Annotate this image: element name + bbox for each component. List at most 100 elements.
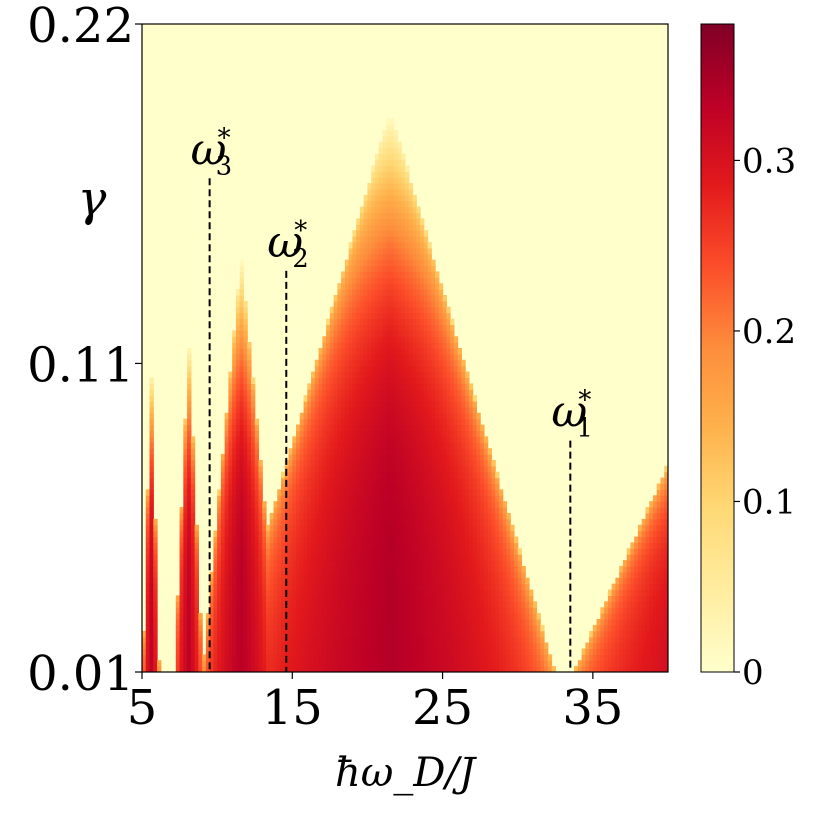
heatmap-cell	[367, 342, 372, 349]
heatmap-cell	[329, 389, 335, 396]
heatmap-cell	[352, 294, 357, 302]
heatmap-cell	[367, 589, 372, 597]
heatmap-cell	[142, 636, 147, 644]
heatmap-cell	[224, 548, 230, 555]
heatmap-cell	[187, 495, 192, 502]
heatmap-cell	[389, 436, 395, 443]
heatmap-cell	[149, 560, 154, 567]
heatmap-cell	[389, 241, 395, 249]
heatmap-cell	[363, 589, 369, 597]
heatmap-cell	[420, 442, 425, 449]
heatmap-cell	[273, 518, 278, 526]
heatmap-cell	[435, 324, 440, 331]
heatmap-cell	[220, 483, 226, 490]
heatmap-cell	[356, 306, 361, 314]
heatmap-cell	[397, 436, 402, 443]
heatmap-cell	[408, 312, 414, 320]
heatmap-cell	[326, 454, 331, 461]
heatmap-cell	[243, 442, 248, 449]
heatmap-cell	[378, 330, 384, 337]
heatmap-cell	[344, 442, 350, 449]
heatmap-cell	[435, 283, 440, 290]
heatmap-cell	[367, 277, 372, 284]
heatmap-cell	[145, 571, 151, 579]
heatmap-cell	[348, 495, 353, 502]
heatmap-cell	[374, 183, 380, 190]
heatmap-cell	[416, 401, 421, 408]
heatmap-cell	[235, 507, 241, 514]
heatmap-cell	[442, 548, 447, 555]
heatmap-cell	[247, 501, 252, 508]
heatmap-cell	[363, 300, 369, 308]
heatmap-cell	[393, 241, 399, 249]
heatmap-cell	[431, 630, 436, 638]
heatmap-cell	[393, 153, 399, 161]
heatmap-cell	[386, 130, 391, 137]
heatmap-cell	[326, 342, 331, 349]
heatmap-cell	[273, 607, 278, 614]
heatmap-cell	[374, 283, 380, 290]
heatmap-cell	[498, 613, 504, 620]
heatmap-cell	[363, 483, 369, 490]
heatmap-cell	[341, 324, 346, 331]
heatmap-cell	[374, 277, 380, 284]
heatmap-cell	[359, 595, 365, 602]
heatmap-cell	[254, 436, 260, 443]
heatmap-cell	[461, 636, 466, 644]
heatmap-cell	[288, 565, 293, 573]
heatmap-cell	[393, 554, 399, 561]
heatmap-cell	[356, 624, 361, 632]
heatmap-cell	[356, 342, 361, 349]
heatmap-cell	[450, 454, 455, 461]
heatmap-cell	[378, 648, 384, 655]
heatmap-cell	[337, 512, 342, 520]
heatmap-cell	[190, 518, 196, 526]
heatmap-cell	[352, 271, 357, 278]
heatmap-cell	[378, 312, 384, 320]
heatmap-cell	[427, 613, 432, 620]
heatmap-cell	[250, 542, 256, 549]
heatmap-cell	[374, 224, 380, 231]
heatmap-cell	[483, 554, 489, 561]
heatmap-cell	[281, 560, 286, 567]
heatmap-cell	[179, 518, 184, 526]
heatmap-cell	[344, 630, 350, 638]
heatmap-cell	[416, 601, 421, 608]
heatmap-cell	[250, 489, 256, 496]
heatmap-cell	[243, 342, 248, 349]
heatmap-cell	[235, 530, 241, 538]
heatmap-cell	[483, 666, 489, 672]
heatmap-cell	[393, 330, 399, 337]
heatmap-cell	[333, 430, 338, 437]
heatmap-cell	[480, 465, 485, 473]
heatmap-cell	[472, 583, 477, 591]
heatmap-cell	[412, 536, 417, 543]
heatmap-cell	[359, 218, 365, 225]
heatmap-cell	[149, 565, 154, 573]
heatmap-cell	[431, 283, 436, 290]
heatmap-cell	[322, 412, 327, 420]
heatmap-cell	[337, 518, 342, 526]
heatmap-cell	[183, 530, 188, 538]
heatmap-cell	[247, 554, 252, 561]
heatmap-cell	[307, 489, 312, 496]
heatmap-cell	[465, 601, 470, 608]
heatmap-cell	[386, 342, 391, 349]
heatmap-cell	[337, 353, 342, 361]
heatmap-cell	[374, 359, 380, 367]
heatmap-cell	[326, 583, 331, 591]
heatmap-cell	[450, 560, 455, 567]
heatmap-cell	[382, 577, 387, 585]
heatmap-cell	[190, 666, 196, 672]
heatmap-cell	[491, 589, 496, 597]
heatmap-cell	[510, 660, 515, 667]
heatmap-cell	[314, 377, 320, 384]
heatmap-cell	[386, 241, 391, 249]
heatmap-cell	[250, 465, 256, 473]
heatmap-cell	[491, 601, 496, 608]
heatmap-cell	[179, 571, 184, 579]
heatmap-cell	[453, 489, 459, 496]
heatmap-cell	[228, 601, 233, 608]
heatmap-cell	[356, 389, 361, 396]
heatmap-cell	[213, 542, 218, 549]
